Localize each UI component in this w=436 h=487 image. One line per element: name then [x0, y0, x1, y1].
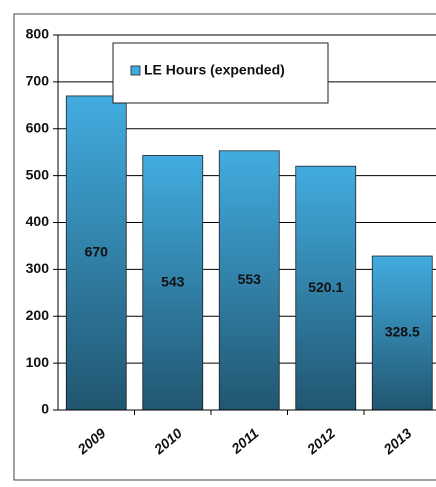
y-tick-label: 0: [41, 401, 49, 417]
y-tick-label: 400: [26, 213, 50, 229]
value-label: 328.5: [385, 324, 420, 340]
x-tick-label: 2013: [380, 425, 415, 458]
legend-label: LE Hours (expended): [144, 62, 285, 78]
value-label: 670: [85, 244, 109, 260]
value-label: 520.1: [308, 279, 343, 295]
x-tick-label: 2009: [74, 425, 109, 458]
frame: [13, 13, 436, 481]
y-tick-label: 700: [26, 73, 50, 89]
bar-shade: [66, 95, 127, 410]
y-tick-label: 500: [26, 166, 50, 182]
y-tick-label: 800: [26, 26, 50, 42]
x-tick-label: 2012: [303, 425, 338, 458]
x-tick-label: 2010: [150, 425, 185, 458]
value-label: 543: [161, 273, 185, 289]
legend-swatch: [130, 65, 141, 76]
legend: LE Hours (expended): [112, 42, 329, 104]
bar-shade: [142, 155, 203, 410]
y-tick-label: 300: [26, 260, 50, 276]
y-tick-label: 600: [26, 119, 50, 135]
y-tick-label: 200: [26, 307, 50, 323]
value-label: 553: [238, 271, 262, 287]
x-tick-label: 2011: [227, 425, 261, 457]
bar-shade: [372, 256, 433, 410]
bar-shade: [219, 150, 280, 410]
bar-shade: [295, 166, 356, 410]
y-tick-label: 100: [26, 354, 50, 370]
legend-box: [112, 42, 329, 104]
